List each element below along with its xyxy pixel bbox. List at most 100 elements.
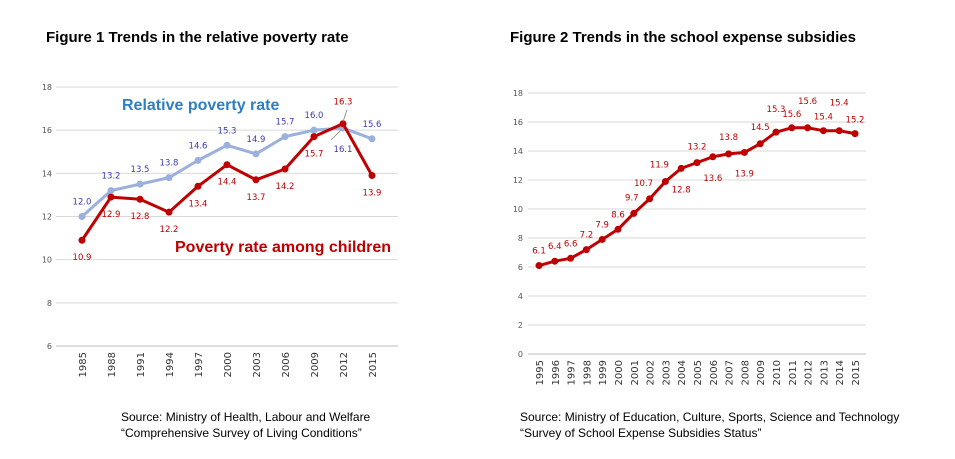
figure-2-data-label: 15.6: [782, 110, 801, 120]
figure-1-data-label: 15.6: [363, 120, 382, 130]
figure-1-y-tick-label: 16: [42, 126, 52, 135]
figure-1-x-tick-label: 2012: [339, 352, 350, 377]
figure-1-data-point: [78, 213, 86, 220]
figure-2-data-label: 15.4: [830, 99, 849, 109]
figure-2-source-line-1: Source: Ministry of Education, Culture, …: [520, 410, 900, 424]
figure-2-data-label: 7.9: [595, 220, 609, 230]
figure-1-source-line-2: “Comprehensive Survey of Living Conditio…: [121, 426, 362, 440]
figure-2-data-point: [693, 159, 701, 167]
figure-1-data-point: [165, 174, 173, 182]
figure-1-data-point: [368, 135, 376, 143]
figure-2-data-point: [535, 262, 543, 270]
figure-2-x-tick-label: 2012: [804, 360, 815, 385]
figure-2-data-label: 13.6: [703, 174, 722, 184]
figure-1-data-point: [252, 150, 260, 158]
figure-2-x-tick-label: 2002: [646, 360, 657, 385]
figure-1-data-label: 13.8: [160, 159, 179, 169]
figure-1-x-tick-label: 2009: [310, 352, 321, 377]
figure-2-x-tick-label: 2008: [740, 360, 751, 385]
figure-1-data-point: [252, 176, 260, 184]
figure-1-data-label: 12.0: [73, 198, 92, 208]
figure-1-data-label: 14.4: [218, 178, 237, 188]
figure-2-x-tick-label: 2010: [772, 360, 783, 385]
figure-2-x-tick-label: 2007: [725, 360, 736, 385]
figure-1-data-label: 13.2: [102, 172, 121, 182]
figure-2-x-tick-label: 2006: [709, 360, 720, 385]
figure-2-title: Figure 2 Trends in the school expense su…: [510, 29, 856, 46]
figure-2-y-tick-label: 12: [513, 176, 523, 185]
figure-1-series-name-relative: Relative poverty rate: [122, 97, 280, 114]
figure-1-data-label: 14.9: [247, 135, 266, 145]
figure-1-y-tick-label: 18: [42, 83, 52, 92]
figure-1-data-label: 16.0: [305, 111, 324, 121]
figure-1-data-label: 12.2: [160, 225, 179, 235]
figure-2-data-label: 13.2: [688, 143, 707, 153]
figure-2-y-tick-label: 4: [518, 292, 523, 301]
figure-1-data-point: [107, 193, 115, 201]
figure-2-chart: 0 2 4 6 8 10 12 14 16 18 1995 1996 1997 1998 1999 2000 2…: [513, 89, 866, 385]
figure-2-x-tick-label: 2009: [756, 360, 767, 385]
figure-1-data-label: 14.2: [276, 182, 295, 192]
figure-2-x-tick-label: 2003: [661, 360, 672, 385]
figure-2-data-point: [646, 195, 654, 203]
figure-1-data-label: 15.7: [305, 150, 324, 160]
figure-2-data-point: [851, 130, 859, 138]
figure-1-y-tick-label: 10: [42, 256, 52, 265]
figure-2-y-tick-label: 2: [518, 321, 523, 330]
figure-2-data-point: [772, 128, 780, 136]
figure-1-series-line-relative: [81, 126, 373, 218]
figure-2-y-tick-label: 8: [518, 234, 523, 243]
figure-1-x-tick-label: 1994: [165, 352, 176, 377]
figure-1-data-label: 10.9: [73, 253, 92, 263]
figure-2-data-point: [551, 257, 559, 265]
figure-1-x-tick-label: 2006: [281, 352, 292, 377]
figure-2-data-point: [582, 246, 590, 254]
figure-2-x-tick-label: 2015: [851, 360, 862, 385]
figure-1-data-point: [281, 165, 289, 173]
figure-2-x-tick-label: 2004: [677, 360, 688, 385]
figure-2-x-tick-label: 2013: [819, 360, 830, 385]
figure-2-data-label: 12.8: [672, 185, 691, 195]
figure-2-data-point: [598, 235, 606, 243]
figure-1-x-tick-label: 1988: [107, 352, 118, 377]
figure-1-x-tick-label: 1997: [194, 352, 205, 377]
figure-1-data-point: [107, 187, 115, 195]
figure-2-x-tick-label: 1999: [598, 360, 609, 385]
figure-1-data-label: 16.1: [334, 145, 353, 155]
figure-2-data-label: 15.4: [814, 113, 833, 123]
figure-2-y-tick-label: 6: [518, 263, 523, 272]
figure-1-data-point: [223, 161, 231, 169]
figure-1-y-tick-label: 12: [42, 213, 52, 222]
figure-1-data-label: 12.8: [131, 212, 150, 222]
figure-2-x-tick-label: 2005: [693, 360, 704, 385]
figure-2-source-line-2: “Survey of School Expense Subsidies Stat…: [520, 426, 762, 440]
figure-1-x-tick-label: 2000: [223, 352, 234, 377]
figure-1-data-label: 16.3: [334, 98, 353, 108]
figure-1-data-point: [78, 236, 86, 244]
figure-1-x-tick-label: 2003: [252, 352, 263, 377]
figure-1-data-label: 13.7: [247, 193, 266, 203]
figure-1-y-tick-label: 8: [47, 299, 52, 308]
figure-2-x-tick-label: 2011: [788, 360, 799, 385]
figure-1-data-point: [223, 141, 231, 149]
figure-1-leader-line: [330, 129, 342, 141]
figure-2-y-tick-label: 18: [513, 89, 523, 98]
figure-2-data-point: [725, 150, 733, 158]
figure-2-data-label: 15.2: [846, 116, 865, 126]
figure-1-x-tick-label: 1991: [136, 352, 147, 377]
figure-2-data-label: 6.1: [532, 247, 546, 257]
figure-2-data-label: 6.4: [548, 242, 562, 252]
figure-2-data-point: [614, 225, 622, 233]
figure-1-data-label: 13.9: [363, 188, 382, 198]
figure-2-x-tick-label: 1996: [551, 360, 562, 385]
figure-1-source: Source: Ministry of Health, Labour and W…: [121, 409, 370, 441]
figure-2-data-label: 13.8: [719, 133, 738, 143]
figure-1-chart: 6 8 10 12 14 16 18 1985 1988 1991 1994 1997 2000 2003…: [42, 83, 398, 377]
figure-2-data-label: 15.6: [798, 97, 817, 107]
figure-1-data-point: [165, 208, 173, 216]
figure-2-source: Source: Ministry of Education, Culture, …: [520, 409, 899, 441]
figure-1-leader-line: [342, 109, 348, 122]
figure-1-data-point: [194, 156, 202, 164]
figure-1-data-point: [310, 126, 318, 134]
